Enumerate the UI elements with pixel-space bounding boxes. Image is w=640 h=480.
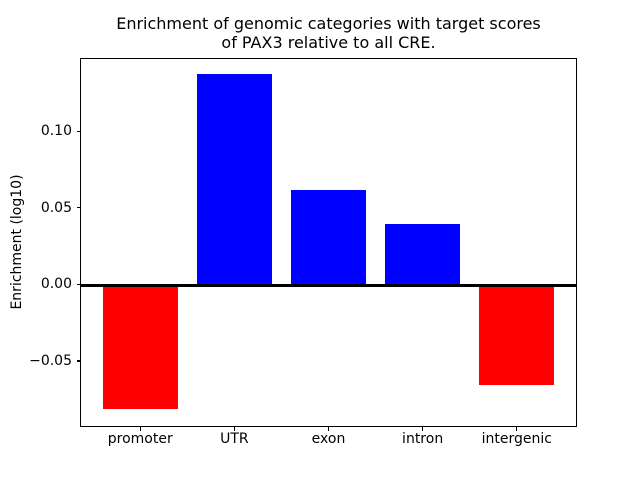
x-tick-mark <box>327 427 330 431</box>
y-tick-mark <box>76 283 80 286</box>
y-tick-label: −0.05 <box>29 353 72 370</box>
x-tick-label-promoter: promoter <box>107 431 173 447</box>
x-tick-label-intergenic: intergenic <box>481 431 552 447</box>
x-tick-mark <box>422 427 424 431</box>
y-tick-mark <box>76 130 80 132</box>
y-tick-label: 0.00 <box>40 276 72 293</box>
y-tick-mark <box>76 360 80 362</box>
bar-UTR <box>196 74 273 285</box>
x-tick-label-exon: exon <box>311 431 346 447</box>
x-tick-mark <box>139 427 141 431</box>
bar-exon <box>290 190 367 285</box>
x-tick-label-UTR: UTR <box>220 431 249 447</box>
x-tick-mark <box>516 427 518 431</box>
bar-promoter <box>102 284 178 409</box>
y-tick-label: 0.05 <box>40 199 72 216</box>
y-tick-mark <box>76 207 80 209</box>
y-tick-label: 0.10 <box>40 123 72 140</box>
x-tick-mark <box>233 427 235 431</box>
bar-intron <box>384 223 461 285</box>
bar-intergenic <box>479 284 555 385</box>
x-tick-label-intron: intron <box>402 431 444 447</box>
chart-title: Enrichment of genomic categories with ta… <box>116 14 541 52</box>
zero-line <box>81 284 576 287</box>
plot-area <box>80 58 577 427</box>
